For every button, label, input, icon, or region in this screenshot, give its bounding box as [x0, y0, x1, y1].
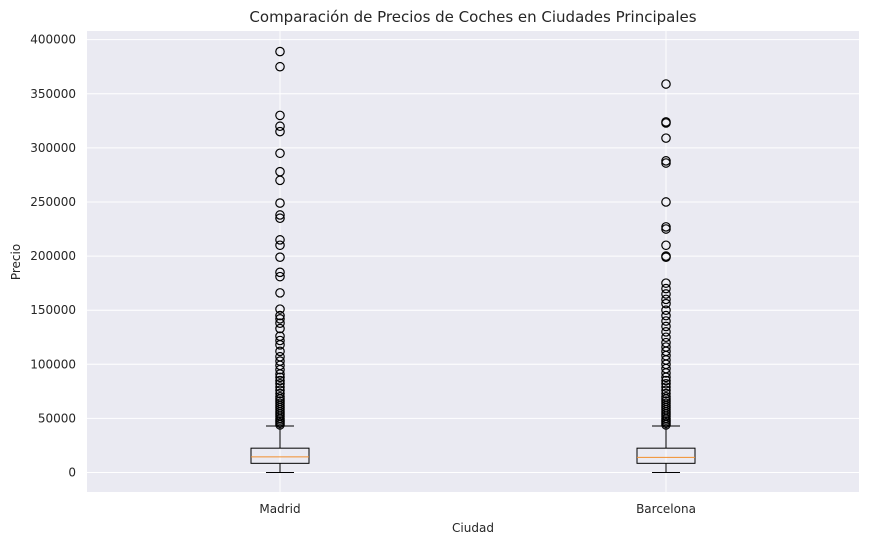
- outlier-point: [275, 378, 285, 389]
- y-tick-label: 150000: [30, 303, 76, 317]
- outlier-point: [275, 267, 285, 278]
- outlier-point: [661, 118, 671, 128]
- chart-title: Comparación de Precios de Coches en Ciud…: [249, 8, 696, 26]
- outlier-point: [275, 318, 285, 328]
- y-tick-label: 250000: [30, 195, 76, 209]
- outlier-point: [661, 278, 671, 288]
- outlier-point: [661, 372, 671, 383]
- outlier-point: [275, 61, 285, 72]
- outlier-point: [275, 110, 285, 121]
- outlier-point: [661, 79, 671, 89]
- outlier-point: [661, 316, 671, 326]
- outlier-point: [661, 283, 671, 294]
- outlier-point: [661, 294, 671, 305]
- outlier-point: [275, 369, 285, 379]
- outlier-point: [661, 240, 671, 251]
- outlier-point: [275, 210, 285, 220]
- outlier-point: [661, 368, 671, 378]
- iqr-box: [636, 447, 696, 464]
- outlier-point: [661, 327, 671, 337]
- outlier-point: [275, 375, 285, 386]
- outlier-point: [661, 252, 671, 262]
- x-axis-label: Ciudad: [452, 521, 494, 535]
- outlier-point: [275, 126, 285, 137]
- outlier-point: [275, 198, 285, 208]
- outlier-point: [661, 378, 671, 389]
- outlier-point: [275, 340, 285, 350]
- outlier-point: [275, 364, 285, 375]
- y-tick-label: 100000: [30, 357, 76, 371]
- outlier-point: [275, 310, 285, 321]
- boxes: [250, 46, 696, 474]
- outlier-point: [275, 346, 285, 357]
- outlier-point: [661, 382, 671, 392]
- outlier-point: [661, 298, 671, 309]
- box-madrid: [250, 46, 310, 474]
- outlier-point: [661, 321, 671, 332]
- grid-lines: [87, 31, 859, 492]
- outlier-point: [661, 310, 671, 321]
- outlier-point: [275, 240, 285, 251]
- outlier-point: [661, 420, 671, 430]
- box-barcelona: [636, 79, 696, 474]
- outlier-point: [661, 332, 671, 343]
- plot-area: [87, 31, 859, 492]
- outlier-point: [275, 314, 285, 324]
- outlier-point: [275, 323, 285, 334]
- outlier-point: [275, 388, 285, 399]
- outlier-point: [275, 252, 285, 262]
- y-tick-label: 0: [68, 466, 76, 480]
- outlier-point: [275, 213, 285, 224]
- y-axis-label: Precio: [9, 244, 23, 280]
- x-axis-ticks: Madrid Barcelona: [259, 502, 696, 516]
- y-tick-label: 350000: [30, 87, 76, 101]
- outlier-point: [275, 235, 285, 245]
- outlier-point: [275, 271, 285, 282]
- outlier-point: [275, 420, 285, 430]
- outlier-point: [661, 224, 671, 234]
- y-axis-ticks: 0 50000 100000 150000 200000 250000 300000 3500…: [30, 33, 76, 480]
- outlier-point: [275, 121, 285, 132]
- outlier-point: [661, 289, 671, 299]
- outlier-point: [275, 175, 285, 186]
- y-tick-label: 50000: [38, 411, 76, 425]
- y-tick-label: 200000: [30, 249, 76, 263]
- outlier-point: [661, 305, 671, 315]
- y-tick-label: 300000: [30, 141, 76, 155]
- outlier-point: [661, 158, 671, 168]
- outlier-point: [661, 133, 671, 143]
- outlier-point: [275, 372, 285, 383]
- outlier-point: [275, 46, 285, 57]
- iqr-box: [250, 447, 310, 464]
- x-tick-label: Barcelona: [636, 502, 696, 516]
- outlier-point: [275, 382, 285, 392]
- outlier-point: [661, 388, 671, 399]
- outlier-point: [275, 335, 285, 346]
- outlier-point: [661, 375, 671, 386]
- outlier-point: [661, 197, 671, 207]
- outlier-point: [275, 288, 285, 298]
- y-tick-label: 400000: [30, 33, 76, 47]
- outlier-point: [275, 148, 285, 159]
- x-tick-label: Madrid: [259, 502, 300, 516]
- outlier-point: [275, 304, 285, 314]
